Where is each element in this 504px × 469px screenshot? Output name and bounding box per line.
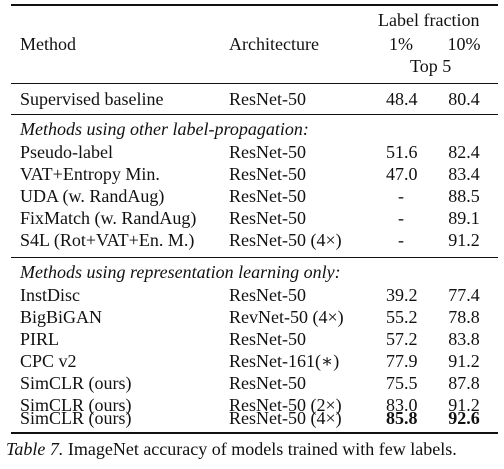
row-value-10pct: 83.8 — [448, 329, 480, 349]
baseline-rule — [11, 114, 498, 115]
row-architecture: ResNet-50 — [229, 89, 306, 109]
header-rule — [11, 83, 498, 84]
row-method: BigBiGAN — [20, 307, 103, 327]
row-architecture: ResNet-50 — [229, 329, 306, 349]
row-architecture: ResNet-50 (4×) — [229, 408, 342, 428]
row-architecture: ResNet-50 — [229, 164, 306, 184]
row-value-1pct: - — [398, 208, 404, 228]
row-value-10pct: 92.6 — [448, 408, 480, 428]
row-architecture: ResNet-50 — [229, 208, 306, 228]
row-value-1pct: - — [398, 230, 404, 250]
section1-rule — [11, 257, 498, 258]
row-value-1pct: 39.2 — [386, 285, 418, 305]
row-value-1pct: - — [398, 186, 404, 206]
row-architecture: RevNet-50 (4×) — [229, 307, 344, 327]
bottom-rule — [11, 432, 498, 434]
header-col-1pct: 1% — [389, 34, 413, 54]
caption-label: Table 7. — [6, 439, 64, 459]
row-architecture: ResNet-161(∗) — [229, 351, 340, 371]
header-architecture: Architecture — [229, 34, 319, 54]
row-value-1pct: 77.9 — [386, 351, 418, 371]
row-architecture: ResNet-50 — [229, 373, 306, 393]
row-value-10pct: 88.5 — [448, 186, 480, 206]
row-method: CPC v2 — [20, 351, 77, 371]
row-architecture: ResNet-50 — [229, 186, 306, 206]
row-value-10pct: 78.8 — [448, 307, 480, 327]
section2-title: Methods using representation learning on… — [20, 262, 341, 282]
row-architecture: ResNet-50 (2×) — [229, 395, 342, 415]
row-value-10pct: 80.4 — [448, 89, 480, 109]
caption-text: ImageNet accuracy of models trained with… — [63, 439, 457, 459]
row-value-1pct: 55.2 — [386, 307, 418, 327]
row-value-1pct: 47.0 — [386, 164, 418, 184]
row-method: SimCLR (ours) — [20, 373, 132, 393]
row-value-10pct: 89.1 — [448, 208, 480, 228]
row-value-10pct: 77.4 — [448, 285, 480, 305]
header-label-fraction: Label fraction — [378, 10, 480, 30]
row-method: SimCLR (ours) — [20, 408, 132, 428]
row-value-10pct: 91.2 — [448, 351, 480, 371]
row-architecture: ResNet-50 — [229, 285, 306, 305]
row-value-10pct: 83.4 — [448, 164, 480, 184]
header-col-10pct: 10% — [447, 34, 481, 54]
row-method: S4L (Rot+VAT+En. M.) — [20, 230, 195, 250]
row-method: Supervised baseline — [20, 89, 164, 109]
row-value-10pct: 91.2 — [448, 395, 480, 415]
row-value-1pct: 85.8 — [386, 408, 418, 428]
row-method: FixMatch (w. RandAug) — [20, 208, 197, 228]
row-value-1pct: 48.4 — [386, 89, 418, 109]
row-method: PIRL — [20, 329, 60, 349]
row-value-1pct: 51.6 — [386, 142, 418, 162]
row-method: VAT+Entropy Min. — [20, 164, 160, 184]
section1-title: Methods using other label-propagation: — [20, 119, 309, 139]
row-value-1pct: 83.0 — [386, 395, 418, 415]
row-value-10pct: 87.8 — [448, 373, 480, 393]
table-caption: Table 7. ImageNet accuracy of models tra… — [6, 438, 457, 460]
row-architecture: ResNet-50 (4×) — [229, 230, 342, 250]
row-method: InstDisc — [20, 285, 80, 305]
top-rule — [11, 4, 498, 6]
row-method: Pseudo-label — [20, 142, 113, 162]
row-value-10pct: 82.4 — [448, 142, 480, 162]
row-architecture: ResNet-50 — [229, 142, 306, 162]
header-method: Method — [20, 34, 76, 54]
header-top5: Top 5 — [410, 56, 452, 76]
row-value-1pct: 57.2 — [386, 329, 418, 349]
row-value-1pct: 75.5 — [386, 373, 418, 393]
row-value-10pct: 91.2 — [448, 230, 480, 250]
row-method: SimCLR (ours) — [20, 395, 132, 415]
row-method: UDA (w. RandAug) — [20, 186, 165, 206]
